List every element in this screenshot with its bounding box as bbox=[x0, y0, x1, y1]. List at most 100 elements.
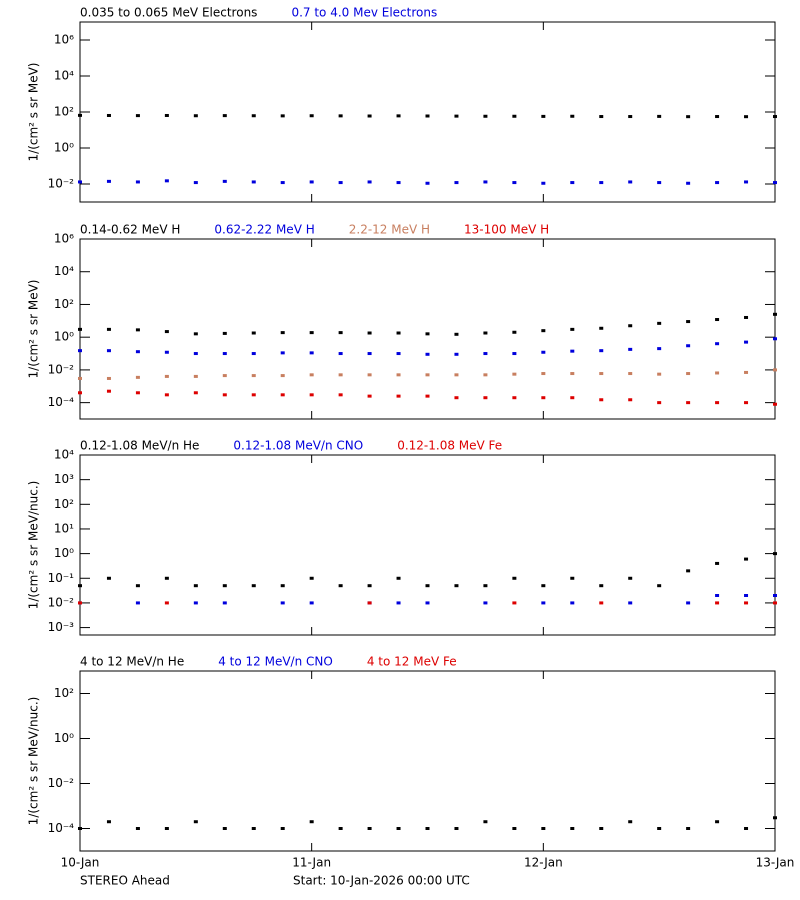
data-point bbox=[570, 396, 575, 400]
data-point bbox=[483, 584, 488, 588]
data-point bbox=[454, 827, 459, 830]
data-point bbox=[251, 393, 256, 397]
data-point bbox=[78, 376, 82, 380]
data-point bbox=[425, 827, 430, 830]
data-point bbox=[367, 827, 372, 830]
data-point bbox=[193, 584, 198, 588]
data-point bbox=[715, 371, 720, 375]
data-point bbox=[78, 349, 82, 353]
y-tick-label: 10⁻² bbox=[48, 595, 75, 609]
data-point bbox=[628, 115, 633, 119]
data-point bbox=[106, 327, 111, 331]
data-point bbox=[773, 312, 777, 316]
data-point bbox=[309, 373, 314, 377]
data-point bbox=[367, 394, 372, 398]
data-point bbox=[454, 584, 459, 588]
data-point bbox=[338, 352, 343, 356]
data-point bbox=[570, 181, 575, 185]
plot-frame bbox=[79, 238, 776, 420]
data-point bbox=[715, 342, 720, 346]
data-point bbox=[628, 820, 633, 824]
data-point bbox=[657, 321, 662, 325]
data-point bbox=[164, 393, 169, 397]
legend-entry: 0.035 to 0.065 MeV Electrons bbox=[80, 6, 257, 20]
data-point bbox=[367, 114, 372, 118]
data-point bbox=[309, 331, 314, 335]
legend-entry: 13-100 MeV H bbox=[464, 223, 549, 237]
data-point bbox=[512, 352, 517, 356]
data-point bbox=[715, 181, 720, 185]
data-point bbox=[106, 349, 111, 353]
data-point bbox=[628, 398, 633, 402]
legend-entry: 4 to 12 MeV/n CNO bbox=[218, 655, 333, 669]
data-point bbox=[164, 374, 169, 378]
data-point bbox=[193, 601, 198, 605]
data-point bbox=[773, 368, 777, 372]
y-tick-label: 10⁻¹ bbox=[48, 571, 75, 585]
data-point bbox=[686, 601, 691, 605]
data-point bbox=[454, 181, 459, 185]
data-point bbox=[78, 827, 82, 830]
legend-entry: 0.12-1.08 MeV/n CNO bbox=[233, 439, 363, 453]
data-point bbox=[164, 827, 169, 830]
y-tick-label: 10⁴ bbox=[54, 69, 74, 83]
y-tick-label: 10² bbox=[54, 497, 74, 511]
data-point bbox=[541, 584, 546, 588]
data-point bbox=[599, 601, 604, 605]
data-point bbox=[744, 601, 749, 605]
data-point bbox=[425, 601, 430, 605]
y-tick-label: 10⁰ bbox=[54, 141, 74, 155]
data-point bbox=[396, 114, 401, 118]
y-tick-label: 10⁰ bbox=[54, 330, 74, 344]
data-point bbox=[338, 584, 343, 588]
data-point bbox=[193, 114, 198, 118]
data-point bbox=[193, 181, 198, 185]
data-point bbox=[773, 816, 777, 820]
data-point bbox=[425, 181, 430, 185]
legend-entry: 0.12-1.08 MeV/n He bbox=[80, 439, 199, 453]
data-point bbox=[715, 115, 720, 119]
footer-note: Start: 10-Jan-2026 00:00 UTC bbox=[293, 874, 470, 888]
data-point bbox=[686, 401, 691, 405]
y-tick-label: 10⁶ bbox=[54, 33, 74, 47]
data-point bbox=[512, 181, 517, 185]
data-point bbox=[309, 601, 314, 605]
data-point bbox=[164, 350, 169, 354]
y-tick-label: 10³ bbox=[54, 472, 74, 486]
data-point bbox=[193, 391, 198, 395]
data-point bbox=[744, 115, 749, 119]
data-point bbox=[541, 350, 546, 354]
y-tick-label: 10⁻² bbox=[48, 776, 75, 790]
data-point bbox=[367, 601, 372, 605]
data-point bbox=[715, 594, 720, 598]
data-point bbox=[599, 584, 604, 588]
data-point bbox=[309, 351, 314, 355]
data-point bbox=[280, 374, 285, 378]
data-point bbox=[280, 181, 285, 185]
data-point bbox=[599, 326, 604, 330]
data-point bbox=[338, 114, 343, 118]
data-point bbox=[454, 352, 459, 356]
y-tick-label: 10⁰ bbox=[54, 731, 74, 745]
data-point bbox=[628, 576, 633, 580]
data-point bbox=[628, 347, 633, 351]
y-tick-label: 10² bbox=[54, 105, 74, 119]
data-point bbox=[135, 350, 140, 354]
data-point bbox=[396, 331, 401, 335]
data-point bbox=[396, 352, 401, 356]
data-point bbox=[541, 396, 546, 400]
x-tick-label: 11-Jan bbox=[292, 856, 331, 870]
y-tick-label: 10⁻² bbox=[48, 362, 75, 376]
data-point bbox=[483, 601, 488, 605]
data-point bbox=[106, 113, 111, 117]
data-point bbox=[483, 396, 488, 400]
data-point bbox=[512, 372, 517, 376]
data-point bbox=[483, 352, 488, 356]
data-point bbox=[454, 332, 459, 336]
data-point bbox=[715, 601, 720, 605]
data-point bbox=[309, 180, 314, 184]
data-point bbox=[222, 179, 227, 183]
legend-entry: 0.62-2.22 MeV H bbox=[214, 223, 314, 237]
plot-frame bbox=[79, 21, 776, 203]
data-point bbox=[367, 373, 372, 377]
